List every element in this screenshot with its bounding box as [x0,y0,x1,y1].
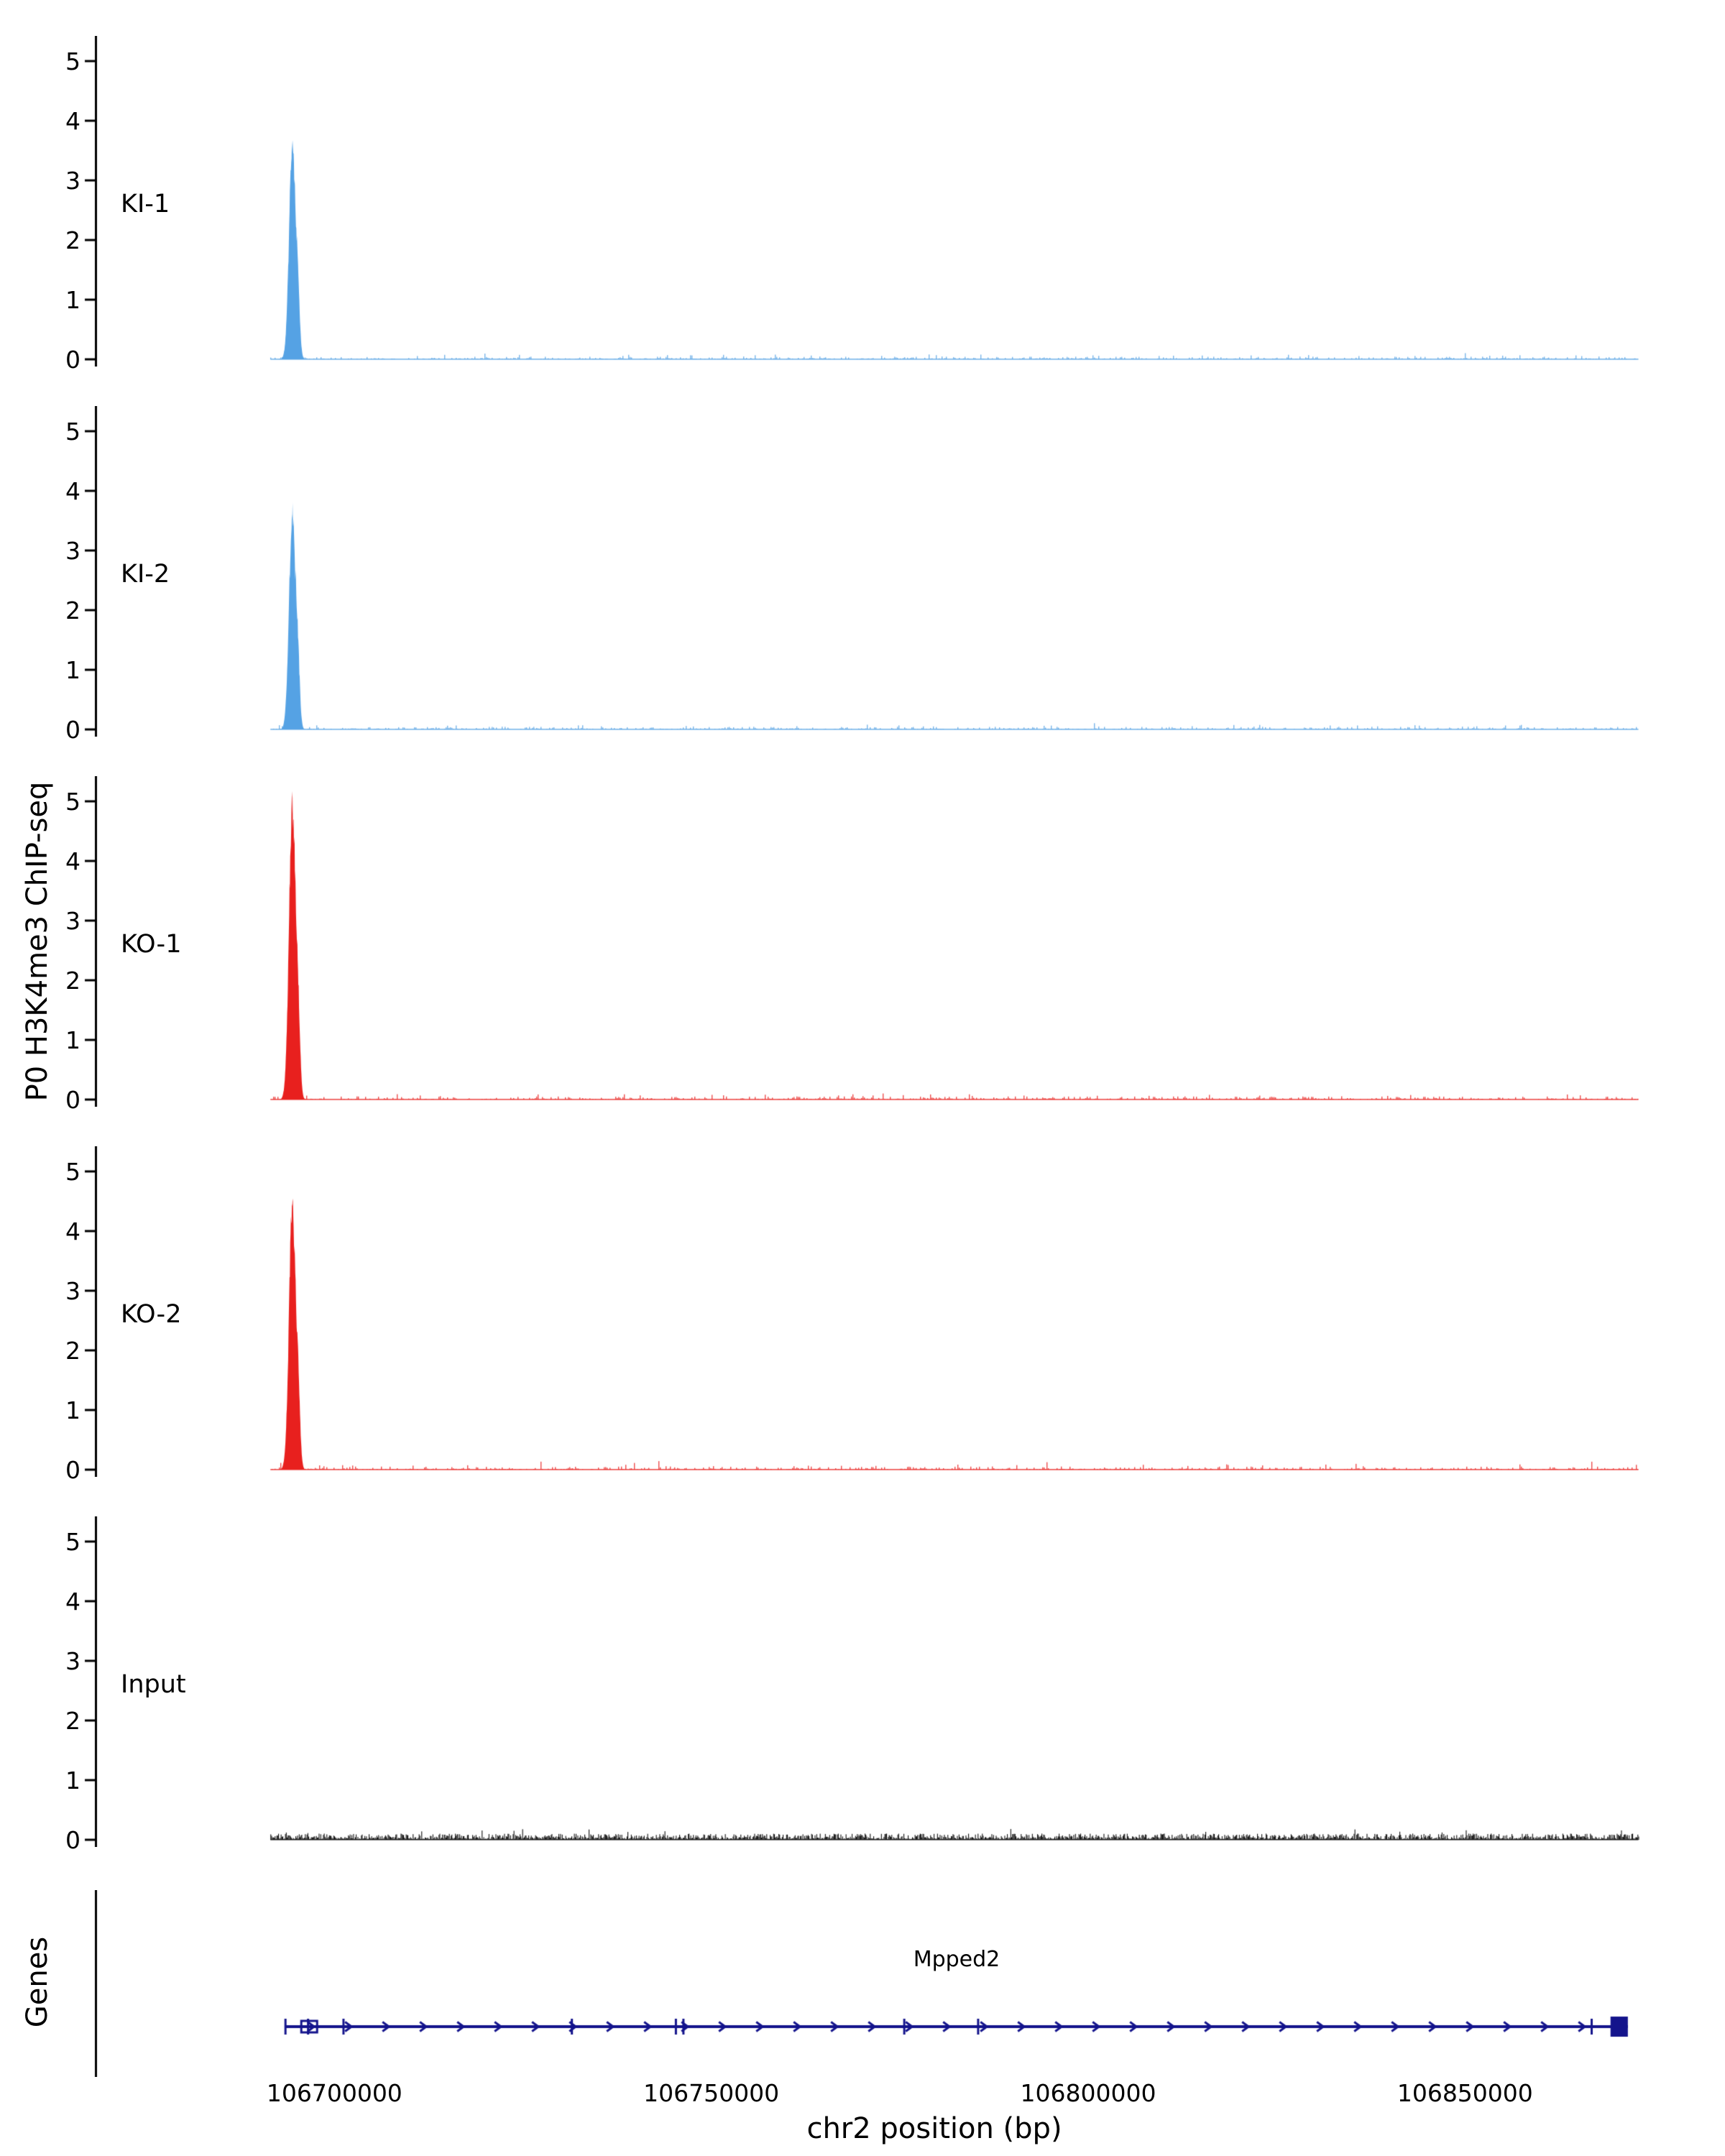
x-tick-label: 106700000 [266,2079,402,2107]
y-tick-label: 3 [65,537,80,565]
y-tick-label: 3 [65,907,80,935]
track-label-input: Input [121,1670,186,1699]
y-tick-label: 2 [65,1337,80,1365]
track-label-ki-1: KI-1 [121,190,170,218]
y-tick-label: 0 [65,1456,80,1484]
track-signal-ko-1 [0,776,1725,1107]
y-tick-label: 5 [65,418,80,446]
track-label-ki-2: KI-2 [121,560,170,589]
y-tick-label: 4 [65,477,80,505]
x-axis-label: chr2 position (bp) [806,2112,1062,2145]
track-panel-ki-1: 0 1 2 3 4 5 KI-1 [0,36,1725,372]
y-tick-label: 1 [65,286,80,314]
y-tick-label: 2 [65,596,80,625]
track-signal-input [0,1516,1725,1847]
y-tick-label: 4 [65,847,80,875]
y-tick-label: 2 [65,1707,80,1735]
y-tick-label: 0 [65,716,80,744]
y-tick-label: 2 [65,967,80,995]
track-signal-ko-2 [0,1146,1725,1477]
y-tick-label: 0 [65,1086,80,1114]
y-tick-label: 0 [65,1826,80,1854]
x-tick-label: 106850000 [1397,2079,1533,2107]
y-tick-label: 3 [65,1647,80,1675]
track-panel-ko-2: 0 1 2 3 4 5 KO-2 [0,1146,1725,1482]
gene-track-panel: Mpped2 [0,1890,1725,2077]
track-label-ko-2: KO-2 [121,1300,182,1329]
gene-model-canvas [0,1890,1725,2077]
track-signal-ki-2 [0,406,1725,737]
y-tick-label: 4 [65,1588,80,1616]
y-tick-label: 5 [65,1528,80,1556]
y-tick-label: 1 [65,1396,80,1424]
track-label-ko-1: KO-1 [121,930,182,959]
y-tick-label: 1 [65,1026,80,1054]
y-tick-label: 4 [65,1217,80,1245]
y-tick-label: 5 [65,47,80,75]
track-signal-ki-1 [0,36,1725,367]
y-tick-label: 1 [65,1766,80,1795]
y-tick-label: 0 [65,346,80,374]
x-tick-label: 106800000 [1020,2079,1156,2107]
x-tick-label: 106750000 [643,2079,780,2107]
track-panel-ko-1: 0 1 2 3 4 5 KO-1 [0,776,1725,1112]
y-tick-label: 4 [65,107,80,135]
y-tick-label: 1 [65,656,80,684]
y-tick-label: 3 [65,1277,80,1305]
track-panel-input: 0 1 2 3 4 5 Input [0,1516,1725,1852]
track-panel-ki-2: 0 1 2 3 4 5 KI-2 [0,406,1725,742]
y-tick-label: 5 [65,1158,80,1186]
y-tick-label: 2 [65,226,80,254]
gene-name-label: Mpped2 [913,1947,1000,1972]
y-tick-label: 5 [65,788,80,816]
y-tick-label: 3 [65,167,80,195]
